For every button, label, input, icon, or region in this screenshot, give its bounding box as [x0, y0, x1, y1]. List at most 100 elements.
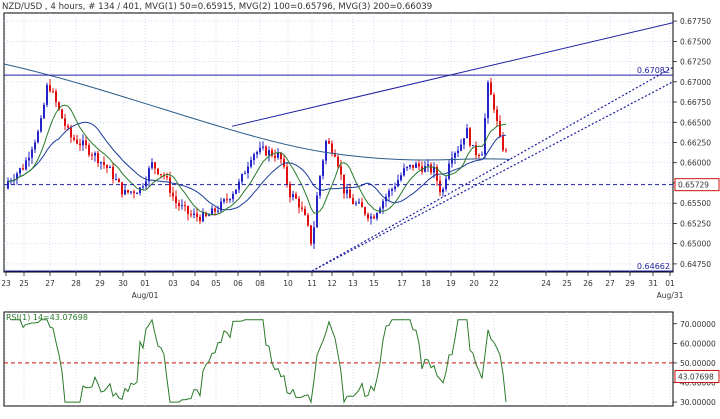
candle-body [328, 141, 330, 144]
candle-body [151, 162, 153, 169]
candle-body [271, 150, 273, 156]
candle-body [136, 193, 138, 195]
candle-body [466, 128, 468, 139]
candle-body [169, 177, 171, 193]
x-tick-label: 23 [1, 279, 11, 288]
candle-body [337, 156, 339, 167]
rsi-tick-label: 40.00000 [680, 379, 716, 388]
rsi-tick-label: 30.00000 [680, 398, 716, 407]
candle-body [361, 202, 363, 208]
candle-body [34, 142, 36, 150]
candle-body [391, 188, 393, 191]
candle-body [370, 216, 372, 219]
candle-body [292, 194, 294, 198]
candle-body [316, 195, 318, 228]
level-label: 0.67082 [637, 66, 670, 75]
candle-body [226, 199, 228, 201]
candle-body [430, 164, 432, 173]
x-tick-label: 29 [95, 279, 105, 288]
candle-body [121, 182, 123, 195]
ma100-line [7, 121, 507, 211]
candle-body [388, 190, 390, 197]
rsi-tick-label: 50.00000 [680, 359, 716, 368]
x-tick-label: 25 [562, 279, 572, 288]
price-axis: 0.647500.650000.652500.655000.657500.660… [673, 17, 720, 269]
candle-body [274, 155, 276, 158]
rsi-tick-label: 60.00000 [680, 339, 716, 348]
candle-body [133, 191, 135, 194]
x-tick-label: 20 [469, 279, 479, 288]
candle-body [112, 166, 114, 180]
x-tick-label: 30 [118, 279, 128, 288]
candle-body [205, 212, 207, 217]
candle-body [148, 168, 150, 182]
candle-body [94, 153, 96, 156]
x-tick-label: 27 [605, 279, 615, 288]
y-tick-label: 0.66250 [680, 139, 711, 148]
candle-body [22, 168, 24, 170]
candle-body [118, 178, 120, 183]
candle-body [52, 91, 54, 93]
candle-body [301, 207, 303, 209]
candle-body [16, 173, 18, 180]
time-axis: 23 25 27 28 29 30 01 03 04 05 06 08 10 11 12 13 15 17 18 19… [1, 272, 684, 300]
y-tick-label: 0.67750 [680, 17, 711, 26]
candle-body [265, 146, 267, 156]
candle-body [82, 140, 84, 146]
candle-body [202, 212, 204, 222]
candle-body [160, 174, 162, 176]
candle-body [61, 109, 63, 119]
candle-body [280, 152, 282, 160]
candle-body [217, 210, 219, 212]
candle-body [232, 193, 234, 200]
candle-body [364, 207, 366, 215]
candle-body [211, 208, 213, 216]
candle-body [427, 164, 429, 166]
candle-body [253, 154, 255, 161]
candle-body [166, 176, 168, 178]
candle-body [373, 216, 375, 219]
candle-body [439, 180, 441, 193]
price-plot: 0.67082 0.64662 [4, 22, 673, 272]
candle-body [58, 102, 60, 110]
candle-body [235, 189, 237, 194]
level-label: 0.65729 [678, 181, 709, 190]
candle-body [451, 157, 453, 164]
candle-body [199, 216, 201, 222]
candle-body [127, 189, 129, 193]
candle-body [463, 138, 465, 145]
y-tick-label: 0.65000 [680, 240, 711, 249]
candle-body [490, 82, 492, 95]
candle-body [43, 104, 45, 119]
candle-body [484, 118, 486, 155]
price-panel [3, 12, 674, 273]
candle-body [442, 189, 444, 193]
candle-body [70, 127, 72, 138]
y-tick-label: 0.67500 [680, 37, 711, 46]
candle-body [196, 213, 198, 217]
x-tick-label: 18 [421, 279, 431, 288]
candle-body [325, 141, 327, 161]
candle-body [349, 189, 351, 199]
candle-body [109, 166, 111, 169]
candle-body [40, 118, 42, 132]
candle-body [382, 201, 384, 209]
x-tick-label: 17 [397, 279, 407, 288]
candle-body [250, 160, 252, 167]
upper-trendline [231, 22, 673, 127]
candle-body [313, 227, 315, 244]
y-tick-label: 0.66500 [680, 118, 711, 127]
candle-body [19, 168, 21, 174]
y-tick-label: 0.66000 [680, 159, 711, 168]
candle-body [73, 137, 75, 140]
candle-body [499, 120, 501, 137]
candle-body [460, 144, 462, 151]
rsi-plot [11, 318, 507, 404]
candle-body [487, 82, 489, 119]
candle-body [208, 215, 210, 217]
x-tick-label: 13 [348, 279, 358, 288]
rsi-line [11, 318, 507, 404]
candle-body [223, 199, 225, 202]
candle-body [64, 118, 66, 126]
